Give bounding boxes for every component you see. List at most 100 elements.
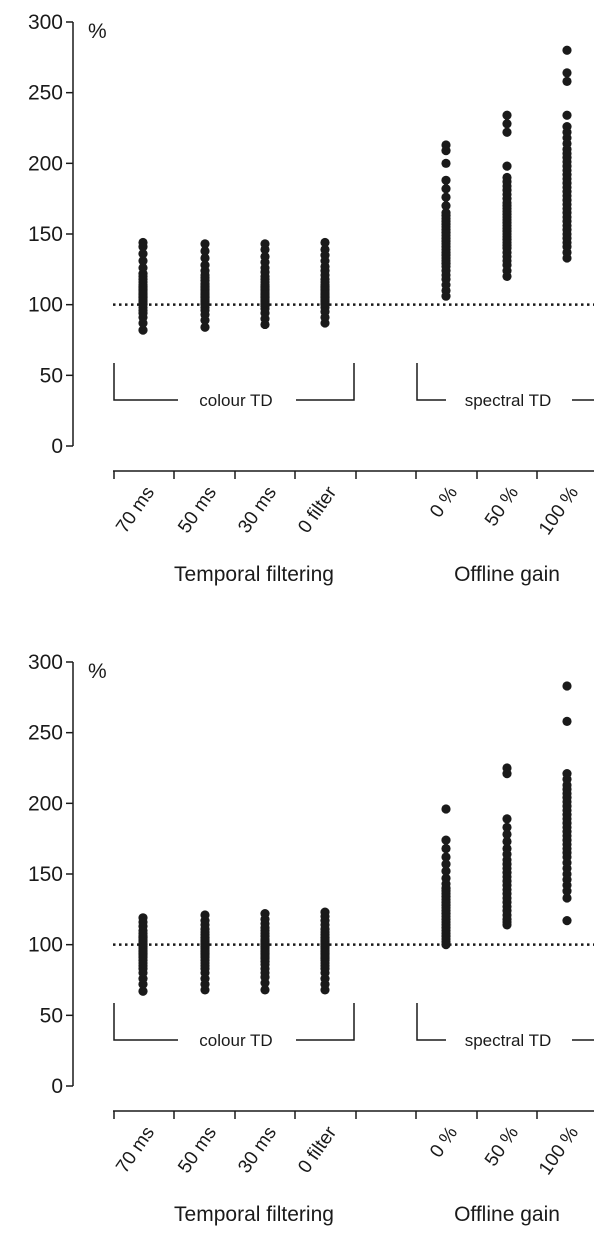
data-point xyxy=(320,244,330,255)
y-tick-label: 50 xyxy=(40,364,63,387)
x-category-label: 50 ms xyxy=(174,1123,221,1177)
x-category-label: 100 % xyxy=(535,483,583,539)
data-point xyxy=(562,121,572,132)
x-category-label: 70 ms xyxy=(112,483,159,537)
data-point xyxy=(441,175,451,185)
data-point xyxy=(138,249,148,259)
data-point xyxy=(502,127,512,137)
data-point xyxy=(441,852,451,862)
data-point xyxy=(441,843,451,854)
y-tick-label: 250 xyxy=(28,722,63,745)
data-point xyxy=(562,110,572,120)
x-category-label: 0 % xyxy=(426,1123,462,1162)
data-point xyxy=(200,260,210,270)
y-tick-label: 250 xyxy=(28,82,63,105)
data-point xyxy=(138,325,148,335)
data-point xyxy=(441,835,451,845)
y-tick-label: 300 xyxy=(28,651,63,674)
bracket-label: colour TD xyxy=(199,1031,272,1050)
bracket-spectral-td-left xyxy=(416,1003,446,1041)
data-point xyxy=(200,253,210,263)
data-point xyxy=(502,161,512,171)
data-point xyxy=(138,263,148,273)
y-tick-label: 150 xyxy=(28,863,63,886)
data-point xyxy=(441,184,451,194)
data-point xyxy=(441,804,451,814)
data-point xyxy=(502,814,512,824)
data-point xyxy=(562,76,572,86)
group-title: Offline gain xyxy=(454,563,560,586)
data-point xyxy=(320,907,330,917)
data-point xyxy=(441,859,451,869)
y-tick-label: 100 xyxy=(28,934,63,957)
data-point xyxy=(502,843,512,854)
x-category-label: 50 ms xyxy=(174,483,221,537)
data-point xyxy=(502,836,512,847)
chart-bottom: 0 50 100 150 200 250 300 % 70 ms 50 ms 30 ms 0 filt… xyxy=(28,651,594,1226)
x-category-label: 0 filter xyxy=(294,482,341,537)
data-point xyxy=(502,829,512,840)
data-point xyxy=(562,893,572,903)
data-point xyxy=(562,916,572,926)
bracket-label: spectral TD xyxy=(465,1031,552,1050)
x-category-label: 0 % xyxy=(426,483,462,522)
data-point xyxy=(562,681,572,691)
data-point xyxy=(200,239,210,249)
bracket-label: spectral TD xyxy=(465,391,552,410)
data-point xyxy=(260,985,270,995)
data-point xyxy=(441,192,451,202)
bracket-label: colour TD xyxy=(199,391,272,410)
group-title: Offline gain xyxy=(454,1203,560,1226)
data-point xyxy=(138,986,148,996)
data-point xyxy=(502,172,512,183)
y-tick-label: 0 xyxy=(51,435,63,458)
x-category-label: 100 % xyxy=(535,1123,583,1179)
data-point xyxy=(562,769,572,779)
y-tick-label: 200 xyxy=(28,152,63,175)
data-point xyxy=(441,208,451,218)
data-point xyxy=(260,239,270,249)
data-point xyxy=(502,763,512,773)
data-point xyxy=(441,866,451,876)
bracket-colour-td-left xyxy=(113,363,178,401)
bracket-colour-td-left xyxy=(113,1003,178,1041)
x-category-label: 0 filter xyxy=(294,1122,341,1177)
data-point xyxy=(260,908,270,919)
y-tick-label: 0 xyxy=(51,1075,63,1098)
bracket-spectral-td-left xyxy=(416,363,446,401)
data-point xyxy=(441,873,451,883)
y-unit-label: % xyxy=(88,660,107,683)
y-tick-label: 200 xyxy=(28,792,63,815)
data-point xyxy=(562,45,572,55)
data-point xyxy=(260,252,270,262)
y-tick-label: 100 xyxy=(28,294,63,317)
data-point xyxy=(441,140,451,150)
data-point xyxy=(502,119,512,129)
bracket-colour-td-right xyxy=(296,1003,355,1041)
x-category-label: 50 % xyxy=(481,1123,523,1171)
data-point xyxy=(138,237,148,248)
y-tick-label: 150 xyxy=(28,223,63,246)
data-point xyxy=(200,246,210,256)
group-title: Temporal filtering xyxy=(174,563,334,586)
data-point xyxy=(200,910,210,920)
bracket-colour-td-right xyxy=(296,363,355,401)
y-tick-label: 50 xyxy=(40,1004,63,1027)
data-point xyxy=(138,913,148,923)
data-point xyxy=(441,158,451,168)
data-point xyxy=(138,256,148,266)
x-category-label: 70 ms xyxy=(112,1123,159,1177)
data-point xyxy=(502,822,512,832)
x-category-label: 50 % xyxy=(481,483,523,531)
data-point xyxy=(320,237,330,248)
data-point xyxy=(562,68,572,78)
data-point xyxy=(502,110,512,120)
y-unit-label: % xyxy=(88,20,107,43)
data-point xyxy=(441,201,451,211)
chart-top: 0 50 100 150 200 250 300 % 70 ms 50 ms 30 ms 0 filt… xyxy=(28,11,594,586)
x-category-label: 30 ms xyxy=(234,1123,281,1177)
x-category-label: 30 ms xyxy=(234,483,281,537)
y-tick-label: 300 xyxy=(28,11,63,34)
data-point xyxy=(562,716,572,726)
group-title: Temporal filtering xyxy=(174,1203,334,1226)
